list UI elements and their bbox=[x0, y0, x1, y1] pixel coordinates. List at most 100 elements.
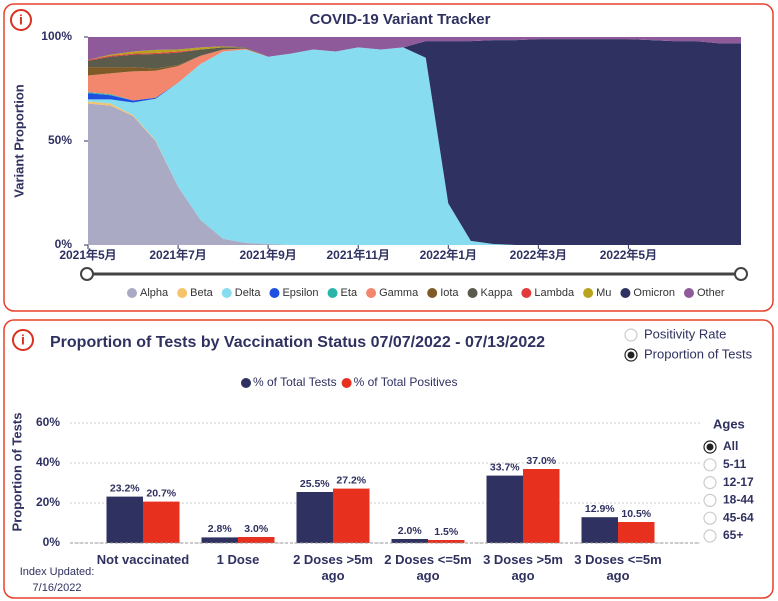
legend-marker[interactable] bbox=[221, 288, 232, 298]
legend-marker[interactable] bbox=[127, 288, 137, 298]
range-slider-handle[interactable] bbox=[734, 267, 748, 281]
area bbox=[88, 47, 741, 246]
legend-marker[interactable] bbox=[427, 288, 438, 298]
radio-dot[interactable] bbox=[706, 443, 714, 451]
radio-label[interactable]: Proportion of Tests bbox=[644, 346, 753, 361]
legend-label[interactable]: Gamma bbox=[379, 287, 419, 299]
x-tick-label: 2021年7月 bbox=[149, 247, 206, 262]
x-tick-label: 2 Doses >5m ago bbox=[293, 552, 373, 583]
radio-button[interactable] bbox=[624, 328, 638, 342]
y-tick-label: 20% bbox=[36, 495, 60, 509]
radio-label[interactable]: 18-44 bbox=[723, 493, 754, 507]
x-tick-label: 2022年5月 bbox=[600, 247, 657, 262]
legend-marker[interactable] bbox=[366, 288, 377, 298]
bar bbox=[618, 522, 655, 543]
bar bbox=[106, 496, 143, 543]
y-axis-title: Variant Proportion bbox=[11, 84, 26, 197]
legend-label[interactable]: Iota bbox=[440, 287, 459, 299]
legend-label[interactable]: Mu bbox=[596, 287, 611, 299]
index-updated: Index Updated: bbox=[19, 566, 95, 578]
radio-button[interactable] bbox=[703, 529, 717, 543]
value-label: 37.0% bbox=[526, 455, 556, 467]
radio-label[interactable]: All bbox=[723, 439, 738, 453]
radio-button[interactable] bbox=[703, 493, 717, 507]
area bbox=[88, 47, 741, 246]
bar bbox=[201, 537, 238, 543]
value-label: 27.2% bbox=[336, 474, 366, 486]
x-tick-label: 2022年1月 bbox=[420, 247, 477, 262]
index-updated-date: 7/16/2022 bbox=[32, 582, 82, 594]
legend-label[interactable]: Other bbox=[697, 287, 725, 299]
x-tick-label: 2021年5月 bbox=[59, 247, 116, 262]
panel bbox=[3, 319, 774, 599]
legend-marker[interactable] bbox=[341, 378, 352, 388]
legend-label[interactable]: Alpha bbox=[140, 287, 169, 299]
legend-marker[interactable] bbox=[583, 288, 594, 298]
legend-marker[interactable] bbox=[521, 288, 532, 298]
radio-label[interactable]: 5-11 bbox=[723, 457, 747, 471]
area bbox=[88, 103, 741, 245]
y-tick-label: 100% bbox=[41, 29, 72, 43]
legend-marker[interactable] bbox=[327, 288, 338, 298]
value-label: 3.0% bbox=[244, 523, 269, 535]
legend-label[interactable]: Delta bbox=[235, 287, 262, 299]
x-tick-label: Not vaccinated bbox=[96, 552, 190, 567]
value-label: 1.5% bbox=[434, 526, 459, 538]
area bbox=[88, 39, 741, 245]
legend-label[interactable]: Beta bbox=[190, 287, 214, 299]
radio-button[interactable] bbox=[703, 458, 717, 472]
value-label: 25.5% bbox=[300, 478, 330, 490]
legend-label[interactable]: % of Total Tests bbox=[253, 375, 337, 389]
legend-marker[interactable] bbox=[269, 288, 280, 298]
bar bbox=[296, 492, 333, 543]
chart-title: COVID-19 Variant Tracker bbox=[310, 11, 491, 28]
legend-label[interactable]: Epsilon bbox=[282, 287, 318, 299]
y-tick-label: 50% bbox=[48, 133, 72, 147]
value-label: 12.9% bbox=[585, 503, 615, 515]
value-label: 2.8% bbox=[208, 523, 233, 535]
x-tick-label: 2021年9月 bbox=[239, 247, 296, 262]
y-tick-label: 0% bbox=[55, 237, 73, 251]
bar bbox=[333, 488, 370, 543]
bar bbox=[581, 517, 618, 543]
legend-label[interactable]: % of Total Positives bbox=[354, 375, 458, 389]
value-label: 20.7% bbox=[146, 487, 176, 499]
range-slider-handle[interactable] bbox=[80, 267, 94, 281]
bar bbox=[486, 475, 523, 543]
y-tick-label: 0% bbox=[43, 535, 61, 549]
info-icon-text[interactable]: i bbox=[21, 332, 25, 348]
radio-label[interactable]: 65+ bbox=[723, 528, 743, 542]
x-tick-label: 2 Doses <=5m ago bbox=[384, 552, 472, 583]
info-icon[interactable] bbox=[10, 9, 32, 31]
y-tick-label: 40% bbox=[36, 455, 60, 469]
legend-marker[interactable] bbox=[177, 288, 188, 298]
radio-label[interactable]: 12-17 bbox=[723, 475, 754, 489]
bar bbox=[428, 540, 465, 543]
info-icon[interactable] bbox=[12, 329, 34, 351]
bar bbox=[391, 539, 428, 543]
radio-button[interactable] bbox=[703, 476, 717, 490]
legend-label[interactable]: Lambda bbox=[534, 287, 575, 299]
bar bbox=[523, 469, 560, 543]
legend-marker[interactable] bbox=[620, 288, 631, 298]
value-label: 2.0% bbox=[398, 525, 423, 537]
legend-marker[interactable] bbox=[683, 288, 694, 298]
radio-label[interactable]: 45-64 bbox=[723, 510, 754, 524]
info-icon-text[interactable]: i bbox=[19, 12, 23, 28]
legend-label[interactable]: Eta bbox=[341, 287, 358, 299]
value-label: 33.7% bbox=[490, 461, 520, 473]
value-label: 10.5% bbox=[621, 508, 651, 520]
legend-label[interactable]: Omicron bbox=[633, 287, 675, 299]
legend-marker[interactable] bbox=[241, 378, 251, 388]
legend-label[interactable]: Kappa bbox=[481, 287, 514, 299]
radio-dot[interactable] bbox=[627, 351, 635, 359]
y-tick-label: 60% bbox=[36, 415, 60, 429]
radio-button[interactable] bbox=[703, 511, 717, 525]
radio-label[interactable]: Positivity Rate bbox=[644, 326, 726, 341]
x-tick-label: 3 Doses <=5m ago bbox=[574, 552, 662, 583]
bar bbox=[143, 501, 180, 543]
x-tick-label: 2021年11月 bbox=[327, 247, 390, 262]
legend-marker[interactable] bbox=[467, 288, 478, 298]
